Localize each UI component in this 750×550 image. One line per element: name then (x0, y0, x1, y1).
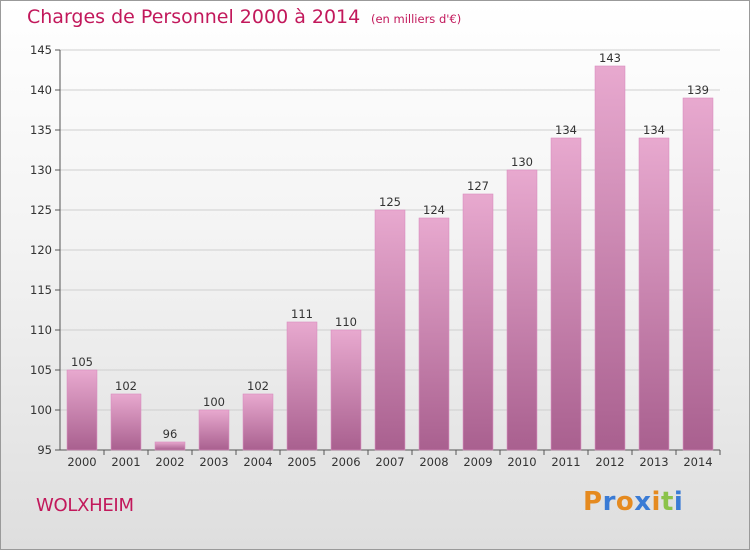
y-tick-label: 140 (30, 83, 52, 97)
logo-letter: i (673, 487, 684, 517)
bar-2008 (418, 217, 450, 451)
x-tick-label: 2010 (507, 455, 536, 469)
value-label: 102 (115, 379, 137, 393)
bar-2006 (330, 329, 362, 451)
value-label: 96 (163, 427, 178, 441)
logo-letter: r (602, 487, 616, 517)
x-tick-label: 2002 (155, 455, 184, 469)
x-tick-label: 2014 (683, 455, 712, 469)
y-tick-label: 95 (37, 443, 52, 457)
labels: 95 100 105 110 115 120 125 130 135 140 145 105 2000 1… (30, 43, 713, 469)
x-tick-label: 2007 (375, 455, 404, 469)
bar-2012 (594, 65, 626, 451)
x-tick-label: 2005 (287, 455, 316, 469)
y-tick-label: 130 (30, 163, 52, 177)
proxiti-logo: Proxiti (583, 487, 683, 517)
x-tick-label: 2004 (243, 455, 272, 469)
bar-2002 (154, 441, 186, 451)
x-tick-label: 2012 (595, 455, 624, 469)
y-tick-label: 125 (30, 203, 52, 217)
value-label: 134 (643, 123, 665, 137)
bar-2003 (198, 409, 230, 451)
value-label: 127 (467, 179, 489, 193)
y-tick-label: 105 (30, 363, 52, 377)
bar-2000 (66, 369, 98, 451)
bar-2014 (682, 97, 714, 451)
value-label: 102 (247, 379, 269, 393)
y-tick-label: 115 (30, 283, 52, 297)
bar-2013 (638, 137, 670, 451)
x-tick-label: 2006 (331, 455, 360, 469)
value-label: 124 (423, 203, 445, 217)
x-tick-label: 2009 (463, 455, 492, 469)
value-label: 111 (291, 307, 313, 321)
x-tick-label: 2003 (199, 455, 228, 469)
logo-letter: t (660, 487, 674, 517)
y-tick-label: 110 (30, 323, 52, 337)
value-label: 143 (599, 51, 621, 65)
bar-2009 (462, 193, 494, 451)
value-label: 110 (335, 315, 357, 329)
value-label: 139 (687, 83, 709, 97)
logo-letter: o (615, 487, 635, 517)
bar-2010 (506, 169, 538, 451)
y-tick-label: 145 (30, 43, 52, 57)
x-tick-label: 2001 (111, 455, 140, 469)
value-label: 130 (511, 155, 533, 169)
x-tick-label: 2013 (639, 455, 668, 469)
logo-letter: P (583, 487, 603, 517)
value-label: 100 (203, 395, 225, 409)
bar-2011 (550, 137, 582, 451)
commune-name: WOLXHEIM (36, 495, 134, 516)
x-tick-label: 2008 (419, 455, 448, 469)
value-label: 125 (379, 195, 401, 209)
value-label: 134 (555, 123, 577, 137)
y-tick-label: 135 (30, 123, 52, 137)
chart-unit: (en milliers d'€) (371, 12, 462, 26)
bar-2005 (286, 321, 318, 451)
bar-2001 (110, 393, 142, 451)
x-tick-label: 2011 (551, 455, 580, 469)
bar-2004 (242, 393, 274, 451)
y-tick-label: 100 (30, 403, 52, 417)
x-tick-label: 2000 (67, 455, 96, 469)
bar-2007 (374, 209, 406, 451)
logo-letter: x (634, 487, 652, 517)
logo-letter: i (651, 487, 661, 517)
value-label: 105 (71, 355, 93, 369)
chart-title: Charges de Personnel 2000 à 2014 (27, 6, 361, 28)
bars (66, 65, 714, 451)
y-tick-label: 120 (30, 243, 52, 257)
